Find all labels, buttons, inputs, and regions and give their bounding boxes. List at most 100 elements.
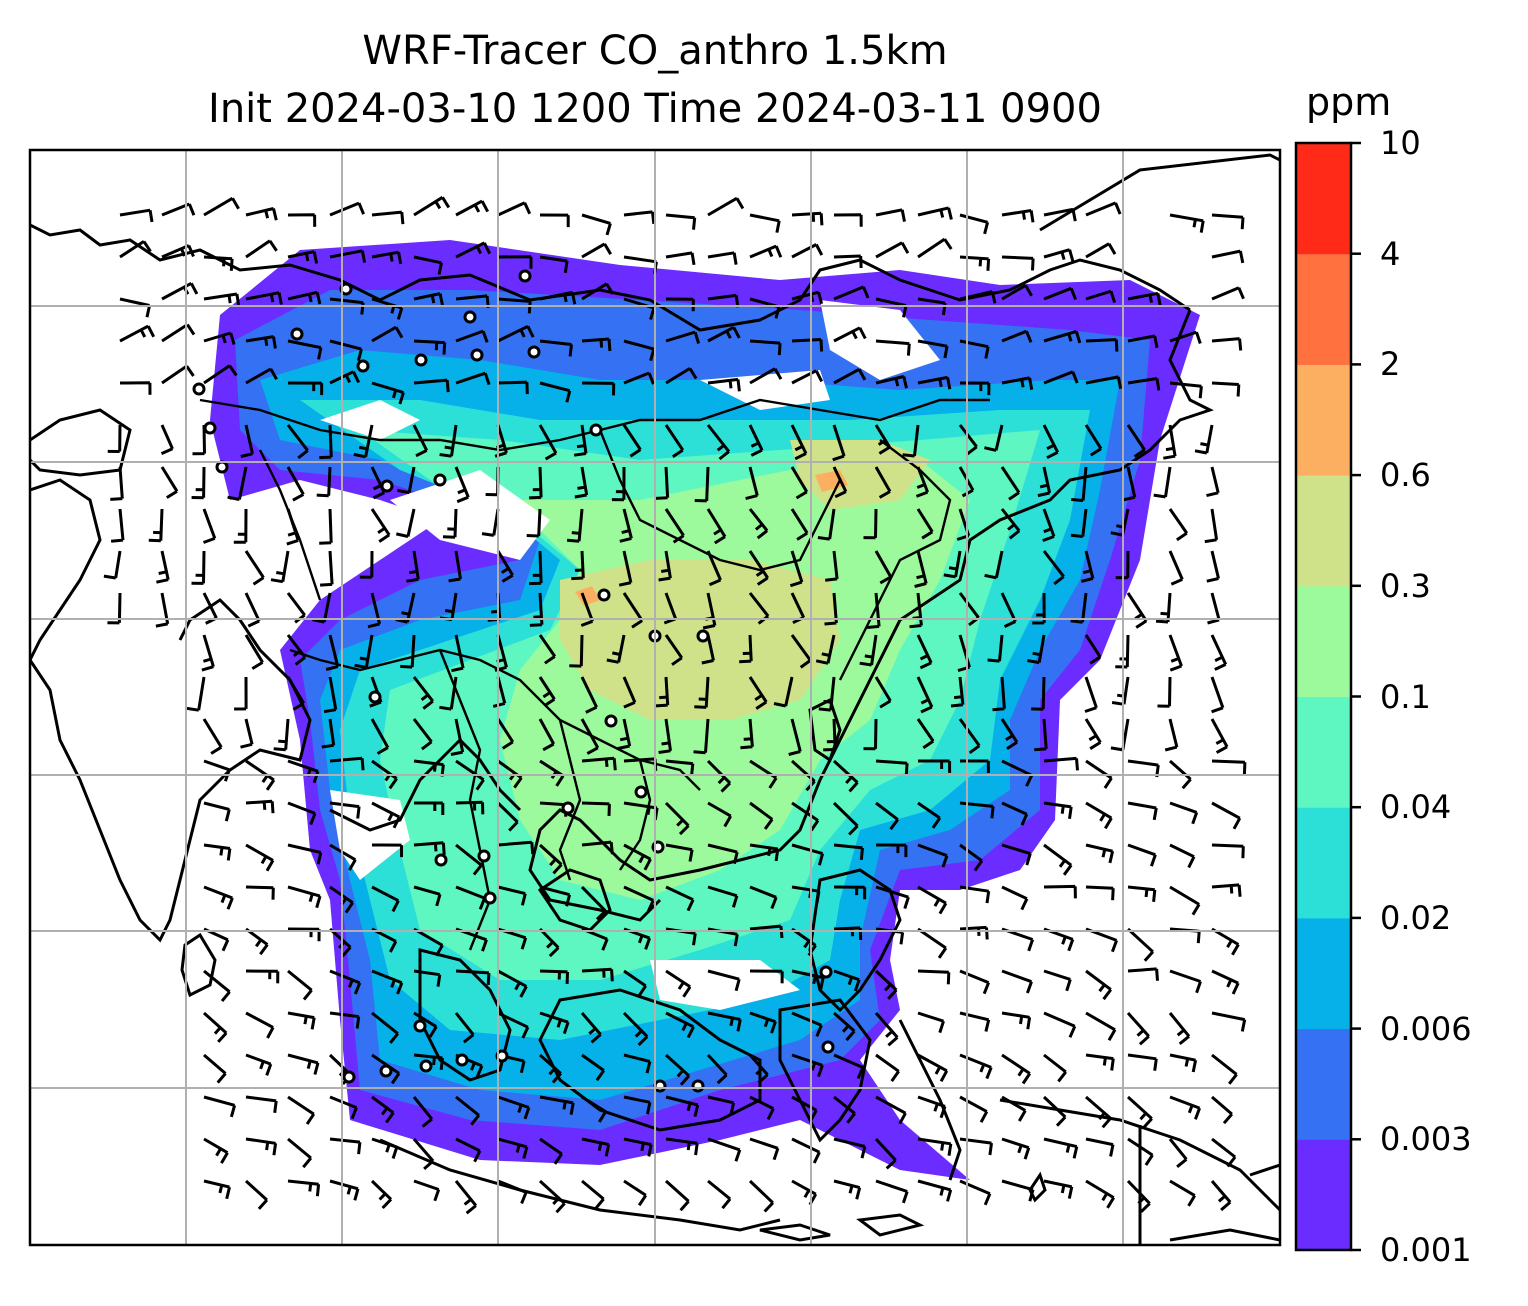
map-frame xyxy=(28,148,1282,1247)
wind-barb xyxy=(749,885,778,910)
wind-barb xyxy=(270,550,290,584)
wind-barb xyxy=(1043,1053,1067,1083)
wind-barb xyxy=(917,885,948,915)
wind-barb xyxy=(1001,329,1033,343)
wind-barb xyxy=(664,801,690,836)
station-marker xyxy=(477,849,491,863)
wind-barb xyxy=(103,550,122,580)
wind-barb xyxy=(538,424,558,461)
wind-barb xyxy=(959,1137,993,1156)
wind-barb xyxy=(875,1179,909,1204)
wind-barb xyxy=(496,550,514,583)
wind-barb xyxy=(455,969,491,985)
wind-barb xyxy=(707,885,739,908)
wind-barb xyxy=(286,676,305,711)
wind-barb xyxy=(1168,1138,1188,1168)
wind-barb xyxy=(832,466,848,499)
wind-barb xyxy=(959,339,990,359)
wind-barb xyxy=(959,290,997,304)
wind-barb xyxy=(1043,756,1079,771)
wind-barb xyxy=(902,424,920,458)
wind-barb xyxy=(1001,969,1033,994)
wind-barb xyxy=(320,550,334,587)
wind-barb xyxy=(566,508,584,543)
wind-barb xyxy=(203,1095,237,1118)
wind-barb xyxy=(1210,676,1225,714)
station-marker xyxy=(433,473,447,487)
wind-barb xyxy=(833,213,863,227)
wind-barb xyxy=(371,1137,399,1159)
wind-barb xyxy=(287,969,313,1001)
wind-barb xyxy=(950,676,965,708)
wind-barb xyxy=(412,1138,435,1171)
wind-barb xyxy=(959,1095,989,1123)
wind-barb xyxy=(1001,1179,1035,1202)
wind-barb xyxy=(371,210,405,225)
wind-barb xyxy=(914,550,928,588)
wind-barb xyxy=(1211,801,1242,830)
wind-barb xyxy=(1043,801,1073,820)
wind-barb xyxy=(455,199,490,217)
wind-barb xyxy=(496,801,519,832)
wind-barb xyxy=(960,759,990,773)
station-markers xyxy=(192,269,835,1093)
wind-barb xyxy=(581,213,612,236)
wind-barb xyxy=(245,291,283,305)
wind-barb xyxy=(665,251,696,266)
wind-barb xyxy=(412,676,434,710)
wind-barb xyxy=(749,244,783,259)
wind-barb xyxy=(1043,1179,1074,1199)
colorbar-tick-label: 0.02 xyxy=(1380,898,1452,937)
wind-barb xyxy=(1169,381,1203,399)
wind-barb xyxy=(1001,843,1032,866)
station-marker xyxy=(527,345,541,359)
wind-barb xyxy=(227,466,248,501)
wind-barb xyxy=(790,634,812,669)
wind-barb xyxy=(496,718,515,750)
wind-barb xyxy=(987,634,1004,663)
wind-barb xyxy=(287,339,323,360)
wind-barb xyxy=(791,1137,821,1164)
wind-barb xyxy=(1211,1053,1238,1085)
wind-barb xyxy=(203,197,240,217)
wind-barb xyxy=(240,718,254,749)
wind-barb xyxy=(875,208,906,222)
wind-barb xyxy=(1085,338,1119,352)
wind-barb xyxy=(539,1095,575,1115)
wind-barb xyxy=(1042,1095,1067,1127)
wind-barb xyxy=(707,377,741,392)
wind-barb xyxy=(581,337,612,352)
station-marker xyxy=(634,785,648,799)
wind-barb xyxy=(1085,1095,1112,1129)
wind-barb xyxy=(245,759,276,791)
wind-barb xyxy=(1211,1011,1247,1032)
wind-barb xyxy=(665,1095,700,1117)
wind-barb xyxy=(707,325,741,343)
wind-barb xyxy=(329,1011,361,1029)
wind-barb xyxy=(707,1179,732,1210)
wind-barb xyxy=(1169,759,1192,790)
wind-barb xyxy=(791,843,825,866)
station-marker xyxy=(434,853,448,867)
wind-barb xyxy=(623,1053,652,1074)
station-marker xyxy=(414,353,428,367)
wind-barb xyxy=(664,1179,690,1212)
wind-barb xyxy=(1211,1137,1237,1168)
station-marker xyxy=(483,891,497,905)
colorbar-segment xyxy=(1296,1139,1351,1251)
wind-barb xyxy=(287,801,317,826)
wind-barb xyxy=(413,1179,441,1202)
colorbar-tick-label: 0.04 xyxy=(1380,788,1452,827)
wind-barb xyxy=(917,1179,953,1202)
colorbar-tick-label: 0.006 xyxy=(1380,1009,1472,1048)
wind-barb xyxy=(1001,209,1035,223)
wind-barb xyxy=(694,676,710,709)
wind-barb xyxy=(749,843,780,862)
wind-barb xyxy=(371,969,404,995)
wind-barb xyxy=(354,634,374,669)
wind-barb xyxy=(1085,1011,1117,1041)
wind-barb xyxy=(606,634,626,664)
wind-barb xyxy=(1169,801,1199,825)
wind-barb xyxy=(370,718,390,755)
